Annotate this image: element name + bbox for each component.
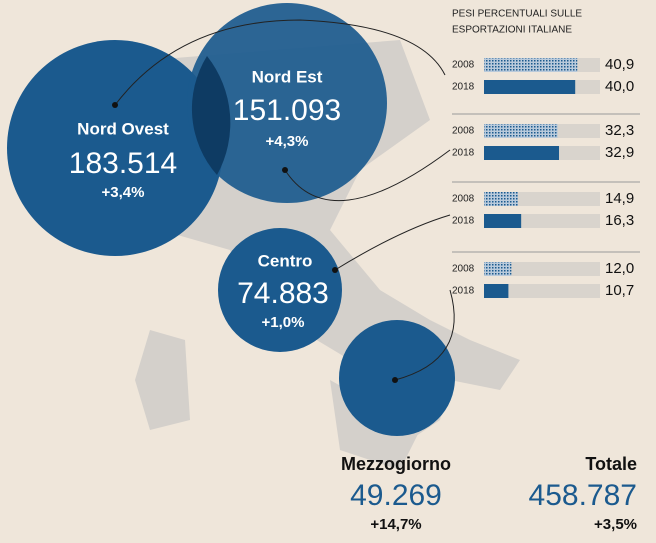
connectors (114, 19, 455, 381)
value-label: 40,0 (605, 78, 634, 95)
year-label: 2008 (452, 264, 475, 275)
year-label: 2018 (452, 82, 475, 93)
panel-title: PESI PERCENTUALI SULLE (452, 9, 582, 20)
value-label: 16,3 (605, 212, 634, 229)
region-name: Nord Est (252, 67, 323, 86)
region-change: +3,4% (102, 184, 145, 201)
region-value: 49.269 (350, 479, 442, 512)
year-label: 2008 (452, 126, 475, 137)
bar (484, 124, 558, 138)
overlap (191, 56, 231, 175)
bar (484, 58, 578, 72)
dot (112, 102, 118, 108)
dot (392, 377, 398, 383)
region-change: +4,3% (266, 133, 309, 150)
region-name: Nord Ovest (77, 119, 169, 138)
year-label: 2018 (452, 286, 475, 297)
dot (282, 167, 288, 173)
year-label: 2018 (452, 148, 475, 159)
year-label: 2008 (452, 194, 475, 205)
region-circle (187, 3, 387, 203)
bar (484, 146, 560, 160)
region-change: +14,7% (370, 516, 421, 533)
total-name: Totale (585, 454, 637, 474)
region-name: Centro (258, 251, 313, 270)
region-circle (218, 228, 342, 352)
bar (484, 192, 518, 206)
bar (484, 80, 576, 94)
panel-title: ESPORTAZIONI ITALIANE (452, 25, 572, 36)
value-label: 14,9 (605, 190, 634, 207)
value-label: 40,9 (605, 56, 634, 73)
value-label: 10,7 (605, 282, 634, 299)
bar (484, 262, 512, 276)
total-change: +3,5% (594, 516, 637, 533)
region-name: Mezzogiorno (341, 454, 451, 474)
bar (484, 214, 522, 228)
region-value: 151.093 (233, 94, 341, 127)
value-label: 32,3 (605, 122, 634, 139)
value-label: 12,0 (605, 260, 634, 277)
bar-track (484, 262, 600, 276)
bar-track (484, 284, 600, 298)
region-value: 183.514 (69, 147, 177, 180)
bar (484, 284, 509, 298)
value-label: 32,9 (605, 144, 634, 161)
total-value: 458.787 (529, 479, 637, 512)
dot (332, 267, 338, 273)
region-change: +1,0% (262, 314, 305, 331)
year-label: 2008 (452, 60, 475, 71)
region-circle (7, 40, 223, 256)
year-label: 2018 (452, 216, 475, 227)
region-value: 74.883 (237, 277, 329, 310)
